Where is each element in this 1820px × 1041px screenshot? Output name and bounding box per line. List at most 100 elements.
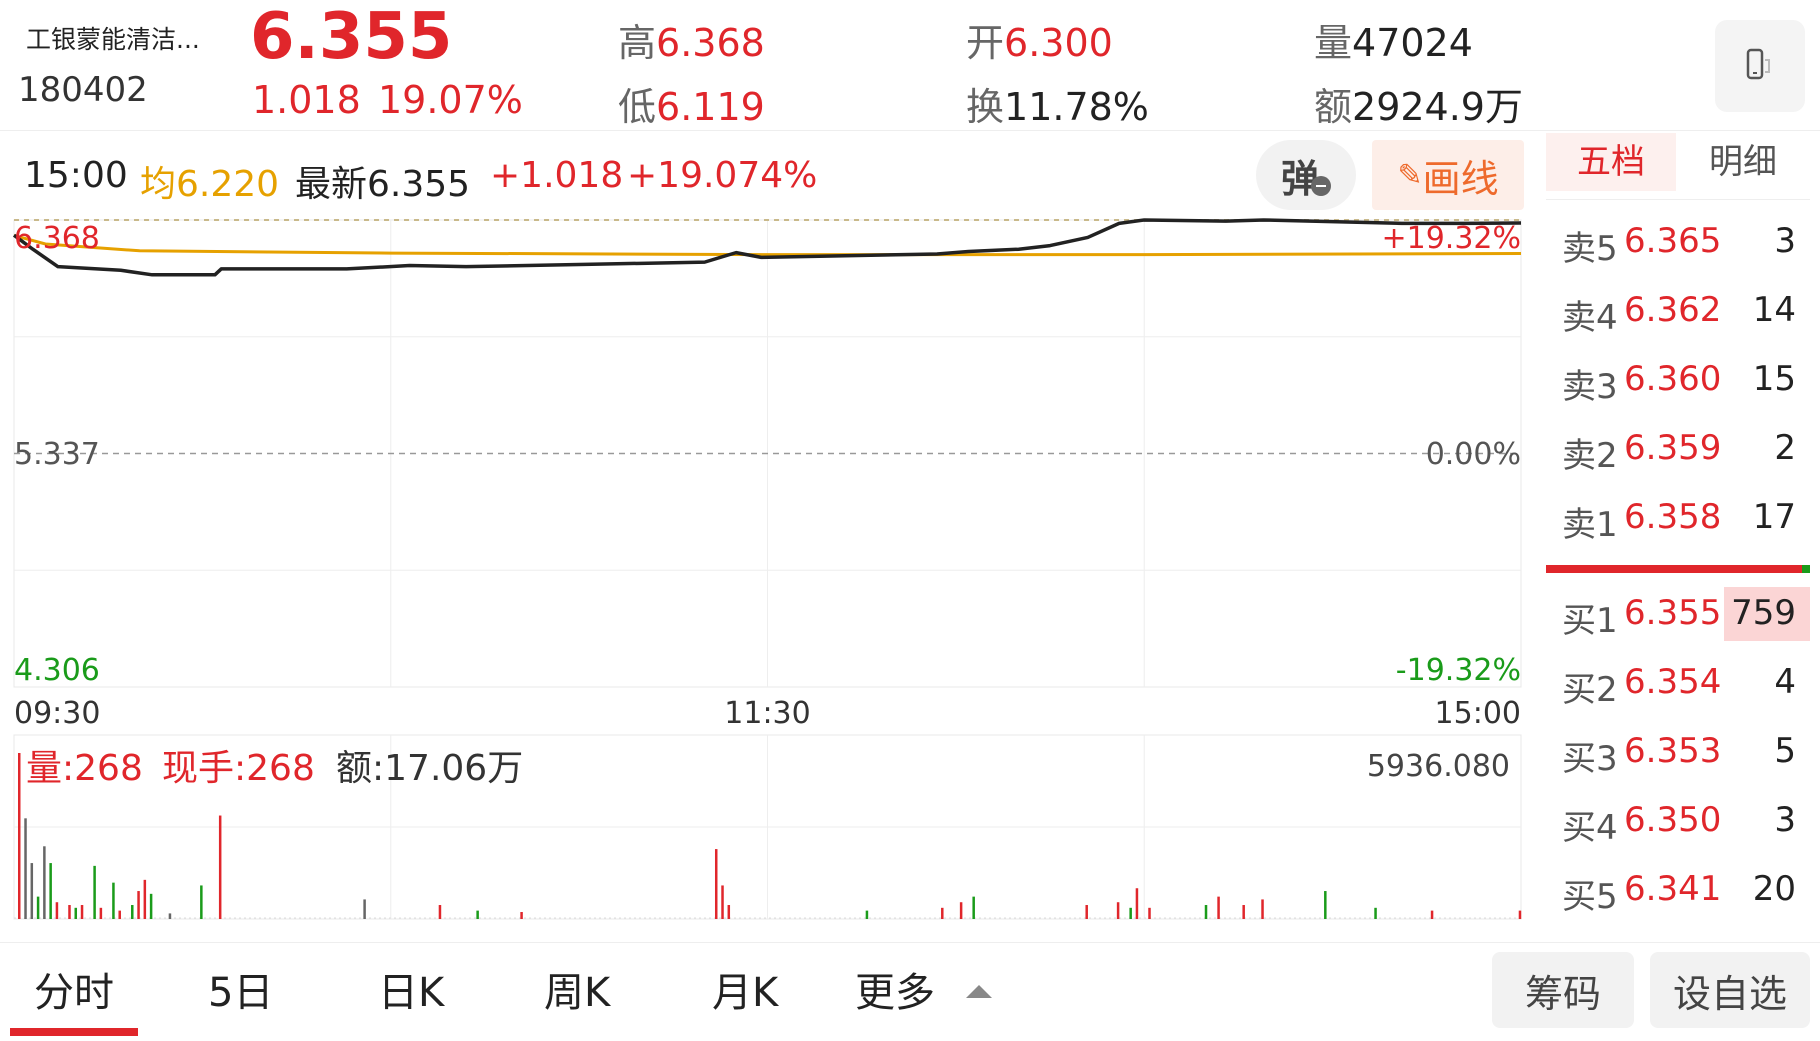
volume-bar <box>218 815 222 919</box>
x-tick-label: 11:30 <box>724 696 810 731</box>
tab-monthly-k[interactable]: 月K <box>712 970 779 1016</box>
order-book: 五档 明细 卖5 6.365 3 卖4 6.362 14 卖3 6.360 15 卖2 6.359 2… <box>1546 133 1810 933</box>
level-volume: 3 <box>1774 800 1796 840</box>
level-label: 买4 <box>1562 808 1618 848</box>
level-price: 6.341 <box>1624 869 1722 909</box>
tab-details[interactable]: 明细 <box>1709 142 1777 182</box>
volume-bar <box>520 912 523 919</box>
y-axis-max-label: 6.368 <box>14 221 100 256</box>
pct-axis-mid-label: 0.00% <box>1426 437 1521 472</box>
volume-bar <box>168 913 172 919</box>
volume-bar <box>476 910 479 919</box>
cursor-time: 15:00 <box>24 155 128 196</box>
level-volume: 17 <box>1752 497 1796 537</box>
amount-value: 2924.9万 <box>1352 85 1523 129</box>
volume-bar <box>1242 905 1245 919</box>
volume-bar <box>1129 907 1132 919</box>
open-value: 6.300 <box>1004 21 1113 65</box>
level-label: 卖3 <box>1562 367 1618 407</box>
x-tick-label: 15:00 <box>1435 696 1521 731</box>
tab-5day[interactable]: 5日 <box>208 970 274 1016</box>
ask-level-row[interactable]: 卖3 6.360 15 <box>1546 349 1810 409</box>
volume-bar <box>1217 896 1220 919</box>
level-volume: 15 <box>1752 359 1796 399</box>
level-volume: 759 <box>1731 593 1796 633</box>
volume-bar <box>99 907 103 919</box>
tab-weekly-k[interactable]: 周K <box>544 970 611 1016</box>
info-change: +1.018 <box>490 155 624 196</box>
volume-bar <box>112 882 115 919</box>
chips-button[interactable]: 筹码 <box>1492 952 1634 1028</box>
volume-bar <box>1204 905 1208 919</box>
volume-bar <box>1261 899 1264 919</box>
level-label: 卖1 <box>1562 505 1618 545</box>
intraday-chart[interactable]: 6.368 5.337 4.306 +19.32% 0.00% -19.32% 09:30 1… <box>0 210 1540 930</box>
stock-name: 工银蒙能清洁... <box>26 25 200 54</box>
level-label: 买1 <box>1562 601 1618 641</box>
level-price: 6.362 <box>1624 290 1722 330</box>
volume-bar <box>1148 907 1151 919</box>
volume-bar <box>149 893 153 919</box>
draw-line-button[interactable]: ✎ 画线 <box>1372 140 1524 210</box>
y-axis-min-label: 4.306 <box>14 653 100 688</box>
volume-bar <box>1116 902 1120 919</box>
level-volume: 14 <box>1752 290 1796 330</box>
price-change: 1.018 <box>252 78 361 122</box>
volume-bar <box>1135 888 1139 919</box>
volume-bar <box>143 879 147 919</box>
level-price: 6.358 <box>1624 497 1722 537</box>
volume-bar <box>941 907 944 919</box>
popup-label: 弹 <box>1280 156 1319 201</box>
landscape-toggle-button[interactable] <box>1715 20 1805 112</box>
level-label: 卖2 <box>1562 436 1618 476</box>
pct-axis-min-label: -19.32% <box>1396 653 1521 688</box>
bid-level-row[interactable]: 买1 6.355 759 <box>1546 583 1810 643</box>
level-price: 6.350 <box>1624 800 1722 840</box>
low-value: 6.119 <box>656 85 765 129</box>
avg-label: 均 <box>140 164 177 205</box>
price-change-pct: 19.07% <box>378 78 523 122</box>
volume-bar <box>43 846 46 919</box>
ask-level-row[interactable]: 卖5 6.365 3 <box>1546 211 1810 271</box>
minus-circle-icon <box>1311 176 1331 196</box>
latest-label: 最新 <box>295 164 368 205</box>
tab-daily-k[interactable]: 日K <box>378 970 445 1016</box>
caret-up-icon[interactable] <box>966 985 992 998</box>
volume-bar <box>363 899 366 919</box>
tab-intraday[interactable]: 分时 <box>34 970 114 1016</box>
bid-level-row[interactable]: 买4 6.350 3 <box>1546 790 1810 850</box>
volume-bar <box>49 863 52 919</box>
ask-level-row[interactable]: 卖4 6.362 14 <box>1546 280 1810 340</box>
volume-bar <box>137 891 140 919</box>
ask-level-row[interactable]: 卖1 6.358 17 <box>1546 487 1810 547</box>
popup-toggle-button[interactable]: 弹 <box>1256 140 1356 210</box>
bid-level-row[interactable]: 买3 6.353 5 <box>1546 721 1810 781</box>
latest-value: 6.355 <box>367 164 471 205</box>
stock-code: 180402 <box>18 70 148 110</box>
level-volume: 4 <box>1774 662 1796 702</box>
price-line <box>12 218 1522 277</box>
add-watchlist-button[interactable]: 设自选 <box>1650 952 1810 1028</box>
level-volume: 2 <box>1774 428 1796 468</box>
high-value: 6.368 <box>656 21 765 65</box>
bid-level-row[interactable]: 买2 6.354 4 <box>1546 652 1810 712</box>
level-price: 6.365 <box>1624 221 1722 261</box>
turnover-value: 11.78% <box>1004 85 1149 129</box>
level-volume: 5 <box>1774 731 1796 771</box>
high-label: 高 <box>618 21 657 65</box>
bid-level-row[interactable]: 买5 6.341 20 <box>1546 859 1810 919</box>
tab-more[interactable]: 更多 <box>855 970 935 1016</box>
current-hand-readout: 现手:268 <box>162 748 315 789</box>
info-change-pct: +19.074% <box>627 155 818 196</box>
volume-bar <box>36 896 40 919</box>
divider <box>0 942 1820 943</box>
level-price: 6.354 <box>1624 662 1722 702</box>
level-label: 买2 <box>1562 670 1618 710</box>
level-label: 卖5 <box>1562 229 1618 269</box>
volume-bar <box>30 863 34 919</box>
volume-bar <box>80 905 84 919</box>
ask-level-row[interactable]: 卖2 6.359 2 <box>1546 418 1810 478</box>
tab-five-levels[interactable]: 五档 <box>1546 133 1676 191</box>
level-price: 6.355 <box>1624 593 1722 633</box>
volume-bar <box>24 818 27 919</box>
